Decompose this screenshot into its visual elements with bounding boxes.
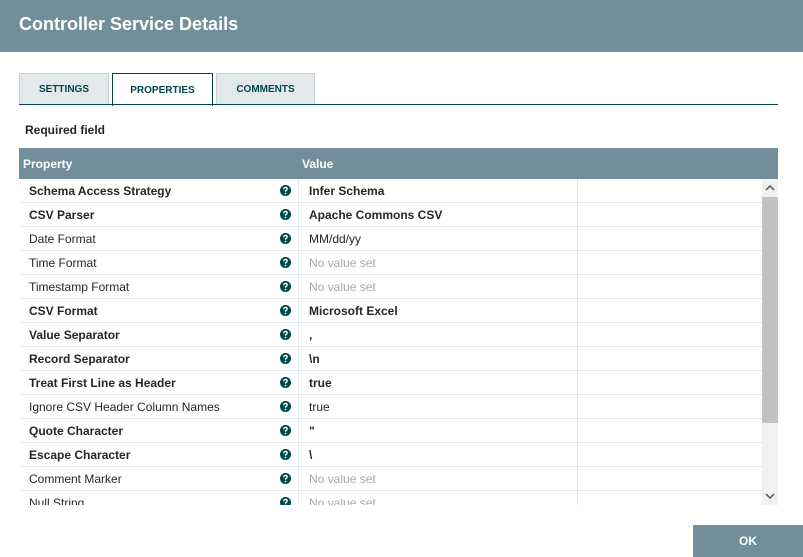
help-icon[interactable] <box>280 401 291 412</box>
cell-divider <box>577 299 578 323</box>
cell-divider <box>577 227 578 251</box>
cell-divider <box>577 203 578 227</box>
cell-divider <box>577 347 578 371</box>
cell-divider <box>577 179 578 203</box>
cell-divider <box>577 419 578 443</box>
property-name: Date Format <box>29 232 96 246</box>
property-name: Record Separator <box>29 352 130 366</box>
cell-divider <box>298 299 299 323</box>
property-value: " <box>309 424 315 438</box>
property-row[interactable]: Value Separator, <box>19 323 762 347</box>
property-row[interactable]: Timestamp Format No value set <box>19 275 762 299</box>
property-value: No value set <box>309 256 376 270</box>
help-icon[interactable] <box>280 257 291 268</box>
property-row[interactable]: CSV Format Microsoft Excel <box>19 299 762 323</box>
cell-divider <box>577 491 578 505</box>
property-name: Time Format <box>29 256 97 270</box>
property-value: No value set <box>309 496 376 505</box>
help-icon[interactable] <box>280 449 291 460</box>
property-name: Comment Marker <box>29 472 122 486</box>
property-name: Timestamp Format <box>29 280 130 294</box>
property-value: true <box>309 400 330 414</box>
cell-divider <box>577 275 578 299</box>
cell-divider <box>298 443 299 467</box>
cell-divider <box>298 371 299 395</box>
property-value: \n <box>309 352 320 366</box>
tab[interactable]: SETTINGS <box>19 73 109 104</box>
property-name: CSV Format <box>29 304 98 318</box>
help-icon[interactable] <box>280 329 291 340</box>
help-icon[interactable] <box>280 425 291 436</box>
header-bar <box>0 0 803 52</box>
scroll-arrows <box>765 184 775 500</box>
property-name: Schema Access Strategy <box>29 184 172 198</box>
property-value: \ <box>309 448 313 462</box>
property-row[interactable]: CSV Parser Apache Commons CSV <box>19 203 762 227</box>
cell-divider <box>298 467 299 491</box>
cell-divider <box>298 275 299 299</box>
cell-divider <box>298 347 299 371</box>
help-icon[interactable] <box>280 281 291 292</box>
help-icon[interactable] <box>280 497 291 505</box>
cell-divider <box>577 467 578 491</box>
property-value: Infer Schema <box>309 184 385 198</box>
property-row[interactable]: Treat First Line as Header true <box>19 371 762 395</box>
property-value: No value set <box>309 280 376 294</box>
scroll-thumb[interactable] <box>762 197 778 423</box>
tab[interactable]: PROPERTIES <box>112 73 213 106</box>
property-value: true <box>309 376 332 390</box>
property-row[interactable]: Schema Access Strategy Infer Schema <box>19 179 762 203</box>
property-value: MM/dd/yy <box>309 232 362 246</box>
property-name: Ignore CSV Header Column Names <box>29 400 220 414</box>
cell-divider <box>298 323 299 347</box>
column-header: Value <box>302 157 334 171</box>
cell-divider <box>298 251 299 275</box>
property-row[interactable]: Escape Character \ <box>19 443 762 467</box>
cell-divider <box>577 251 578 275</box>
property-row[interactable]: Comment Marker No value set <box>19 467 762 491</box>
table-body: Schema Access Strategy Infer Schema CSV Pa… <box>19 179 762 505</box>
cell-divider <box>577 443 578 467</box>
ok-button[interactable]: OK <box>693 525 803 557</box>
help-icon[interactable] <box>280 209 291 220</box>
help-icon[interactable] <box>280 233 291 244</box>
cell-divider <box>577 395 578 419</box>
required-note: Required field <box>25 123 106 137</box>
cell-divider <box>298 179 299 203</box>
property-row[interactable]: Quote Character " <box>19 419 762 443</box>
property-row[interactable]: Time Format No value set <box>19 251 762 275</box>
help-icon[interactable] <box>280 377 291 388</box>
cell-divider <box>577 323 578 347</box>
help-icon[interactable] <box>280 353 291 364</box>
help-icon[interactable] <box>280 473 291 484</box>
property-name: Escape Character <box>29 448 131 462</box>
dialog-title: Controller Service Details <box>19 14 239 34</box>
cell-divider <box>298 203 299 227</box>
tab[interactable]: COMMENTS <box>216 73 315 104</box>
property-value: No value set <box>309 472 376 486</box>
property-value: Microsoft Excel <box>309 304 398 318</box>
property-name: Value Separator <box>29 328 120 342</box>
cell-divider <box>298 395 299 419</box>
help-icon[interactable] <box>280 185 291 196</box>
property-name: Treat First Line as Header <box>29 376 176 390</box>
property-value: , <box>309 328 313 342</box>
property-name: Null String <box>29 496 85 505</box>
property-value: Apache Commons CSV <box>309 208 443 222</box>
cell-divider <box>298 491 299 505</box>
column-header: Property <box>23 157 73 171</box>
property-row[interactable]: Ignore CSV Header Column Names true <box>19 395 762 419</box>
cell-divider <box>577 371 578 395</box>
cell-divider <box>298 227 299 251</box>
property-name: CSV Parser <box>29 208 95 222</box>
cell-divider <box>298 419 299 443</box>
property-name: Quote Character <box>29 424 124 438</box>
property-row[interactable]: Record Separator \n <box>19 347 762 371</box>
tab-underline <box>19 104 778 105</box>
property-row[interactable]: Date Format MM/dd/yy <box>19 227 762 251</box>
help-icon[interactable] <box>280 305 291 316</box>
table-header: Property Value <box>19 148 778 179</box>
property-row[interactable]: Null String No value set <box>19 491 762 505</box>
